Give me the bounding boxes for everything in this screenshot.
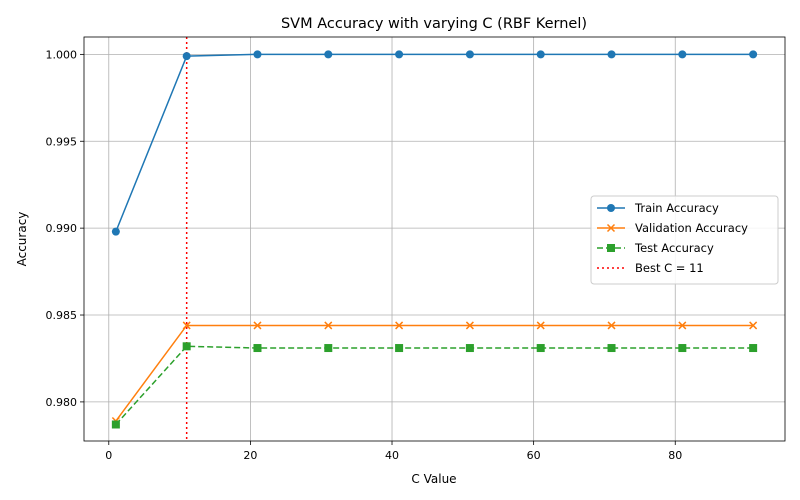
- data-point: [749, 321, 758, 330]
- legend-entry: Validation Accuracy: [597, 221, 748, 235]
- y-axis: 0.980 0.985 0.990 0.995 1.000: [46, 48, 84, 409]
- series-1: [111, 50, 758, 236]
- data-point: [324, 50, 333, 59]
- legend-box: [590, 195, 779, 285]
- data-point: [324, 321, 333, 330]
- data-point: [182, 52, 191, 61]
- legend-marker: [607, 244, 615, 252]
- y-tick-label: 1.000: [46, 48, 78, 61]
- data-point: [465, 344, 474, 353]
- data-point: [536, 344, 545, 353]
- series-3: [111, 342, 758, 429]
- y-tick-label: 0.995: [46, 135, 78, 148]
- data-point: [607, 344, 616, 353]
- plot-frame: [83, 36, 786, 442]
- data-point: [111, 420, 120, 429]
- data-point: [395, 321, 404, 330]
- data-point: [678, 50, 687, 59]
- y-tick-label: 0.980: [46, 396, 78, 409]
- legend-label: Test Accuracy: [634, 241, 714, 255]
- data-point: [395, 344, 404, 353]
- y-tick-label: 0.985: [46, 309, 78, 322]
- x-tick-label: 40: [385, 449, 399, 462]
- series-line: [115, 53, 754, 232]
- legend: Train Accuracy Validation Accuracy Test Ac…: [590, 195, 779, 285]
- x-axis-label: C Value: [411, 472, 456, 486]
- data-point: [465, 321, 474, 330]
- series-layer: [111, 50, 758, 429]
- x-tick-label: 20: [243, 449, 257, 462]
- data-point: [253, 321, 262, 330]
- legend-marker: [607, 204, 615, 212]
- data-point: [749, 344, 758, 353]
- x-axis: 0 20 40 60 80: [105, 441, 682, 462]
- x-tick-label: 60: [527, 449, 541, 462]
- y-tick-label: 0.990: [46, 222, 78, 235]
- legend-label: Validation Accuracy: [635, 221, 748, 235]
- data-point: [607, 321, 616, 330]
- legend-entry: Test Accuracy: [597, 241, 714, 255]
- y-axis-label: Accuracy: [15, 212, 29, 267]
- data-point: [749, 50, 758, 59]
- x-tick-label: 0: [105, 449, 112, 462]
- data-point: [253, 344, 262, 353]
- chart-title: SVM Accuracy with varying C (RBF Kernel): [281, 16, 587, 32]
- data-point: [324, 344, 333, 353]
- legend-marker: [606, 223, 616, 233]
- data-point: [395, 50, 404, 59]
- legend-entry: Train Accuracy: [597, 201, 719, 215]
- x-tick-label: 80: [668, 449, 682, 462]
- series-line: [115, 345, 754, 425]
- data-point: [678, 344, 687, 353]
- legend-entry: Best C = 11: [597, 261, 704, 275]
- series-2: [111, 321, 758, 426]
- data-point: [607, 50, 616, 59]
- data-point: [253, 50, 262, 59]
- data-point: [536, 321, 545, 330]
- series-line: [115, 324, 754, 422]
- data-point: [465, 50, 474, 59]
- data-point: [536, 50, 545, 59]
- legend-label: Best C = 11: [635, 261, 704, 275]
- data-point: [111, 227, 120, 236]
- data-point: [678, 321, 687, 330]
- legend-label: Train Accuracy: [634, 201, 719, 215]
- data-point: [182, 342, 191, 351]
- data-point: [182, 321, 191, 330]
